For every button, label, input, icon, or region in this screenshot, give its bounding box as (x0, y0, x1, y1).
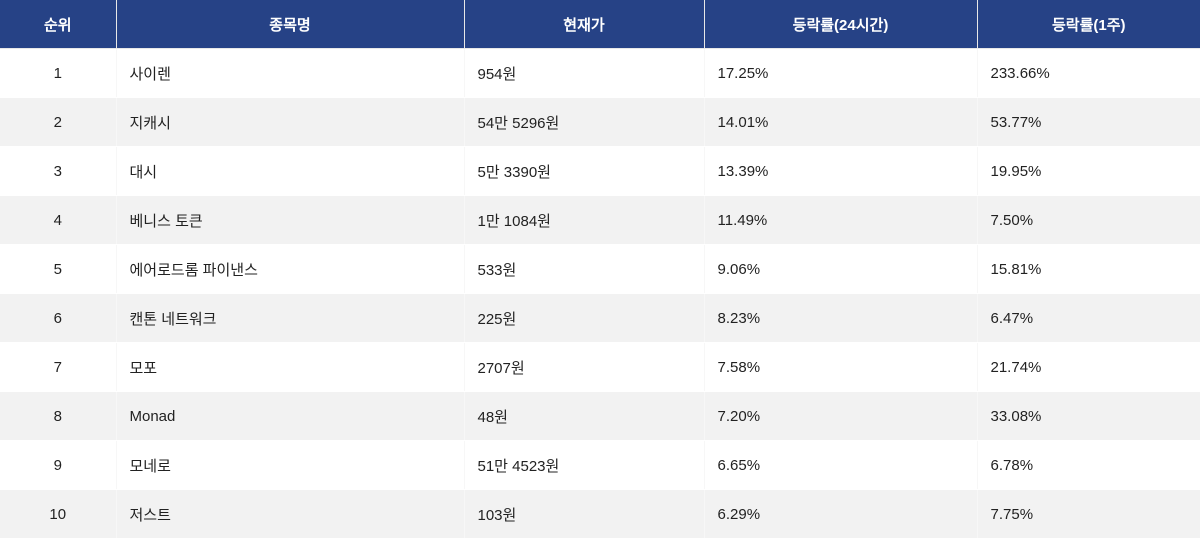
change-24h-cell: 17.25% (704, 48, 978, 98)
price-cell: 1만 1084원 (464, 195, 705, 245)
change-24h-cell: 9.06% (704, 244, 978, 294)
price-cell: 103원 (464, 489, 705, 539)
price-cell: 533원 (464, 244, 705, 294)
change-24h-cell: 7.58% (704, 342, 978, 392)
change-24h-cell: 6.29% (704, 489, 978, 539)
name-cell: 에어로드롬 파이낸스 (116, 244, 465, 294)
table-header-row: 순위 종목명 현재가 등락률(24시간) 등락률(1주) (0, 0, 1200, 49)
change-24h-cell: 13.39% (704, 146, 978, 196)
name-cell: 모포 (116, 342, 465, 392)
header-price: 현재가 (464, 0, 705, 49)
rank-cell: 3 (0, 146, 117, 196)
name-cell: 모네로 (116, 440, 465, 490)
name-cell: 지캐시 (116, 97, 465, 147)
header-change-24h: 등락률(24시간) (704, 0, 978, 49)
table-row: 1 사이렌 954원 17.25% 233.66% (0, 48, 1200, 98)
rank-cell: 10 (0, 489, 117, 539)
rank-cell: 8 (0, 391, 117, 441)
change-1w-cell: 6.47% (977, 293, 1200, 343)
price-cell: 48원 (464, 391, 705, 441)
table-row: 6 캔톤 네트워크 225원 8.23% 6.47% (0, 293, 1200, 343)
table-row: 9 모네로 51만 4523원 6.65% 6.78% (0, 440, 1200, 490)
change-1w-cell: 15.81% (977, 244, 1200, 294)
table-row: 2 지캐시 54만 5296원 14.01% 53.77% (0, 97, 1200, 147)
header-name: 종목명 (116, 0, 465, 49)
rank-cell: 9 (0, 440, 117, 490)
price-cell: 954원 (464, 48, 705, 98)
change-1w-cell: 33.08% (977, 391, 1200, 441)
header-rank: 순위 (0, 0, 117, 49)
rank-cell: 7 (0, 342, 117, 392)
change-24h-cell: 11.49% (704, 195, 978, 245)
change-1w-cell: 21.74% (977, 342, 1200, 392)
table-row: 3 대시 5만 3390원 13.39% 19.95% (0, 146, 1200, 196)
price-cell: 2707원 (464, 342, 705, 392)
change-24h-cell: 7.20% (704, 391, 978, 441)
change-1w-cell: 233.66% (977, 48, 1200, 98)
table-row: 5 에어로드롬 파이낸스 533원 9.06% 15.81% (0, 244, 1200, 294)
price-cell: 51만 4523원 (464, 440, 705, 490)
table-row: 8 Monad 48원 7.20% 33.08% (0, 391, 1200, 441)
name-cell: 베니스 토큰 (116, 195, 465, 245)
change-1w-cell: 6.78% (977, 440, 1200, 490)
name-cell: 사이렌 (116, 48, 465, 98)
name-cell: 저스트 (116, 489, 465, 539)
change-24h-cell: 6.65% (704, 440, 978, 490)
rank-cell: 1 (0, 48, 117, 98)
rank-cell: 6 (0, 293, 117, 343)
change-1w-cell: 19.95% (977, 146, 1200, 196)
price-cell: 5만 3390원 (464, 146, 705, 196)
name-cell: 대시 (116, 146, 465, 196)
price-cell: 225원 (464, 293, 705, 343)
change-1w-cell: 53.77% (977, 97, 1200, 147)
change-24h-cell: 8.23% (704, 293, 978, 343)
name-cell: Monad (116, 391, 465, 441)
change-1w-cell: 7.50% (977, 195, 1200, 245)
rank-cell: 2 (0, 97, 117, 147)
change-24h-cell: 14.01% (704, 97, 978, 147)
change-1w-cell: 7.75% (977, 489, 1200, 539)
price-cell: 54만 5296원 (464, 97, 705, 147)
table-row: 4 베니스 토큰 1만 1084원 11.49% 7.50% (0, 195, 1200, 245)
rank-cell: 5 (0, 244, 117, 294)
rank-cell: 4 (0, 195, 117, 245)
table-row: 10 저스트 103원 6.29% 7.75% (0, 489, 1200, 539)
table-row: 7 모포 2707원 7.58% 21.74% (0, 342, 1200, 392)
header-change-1w: 등락률(1주) (977, 0, 1200, 49)
name-cell: 캔톤 네트워크 (116, 293, 465, 343)
